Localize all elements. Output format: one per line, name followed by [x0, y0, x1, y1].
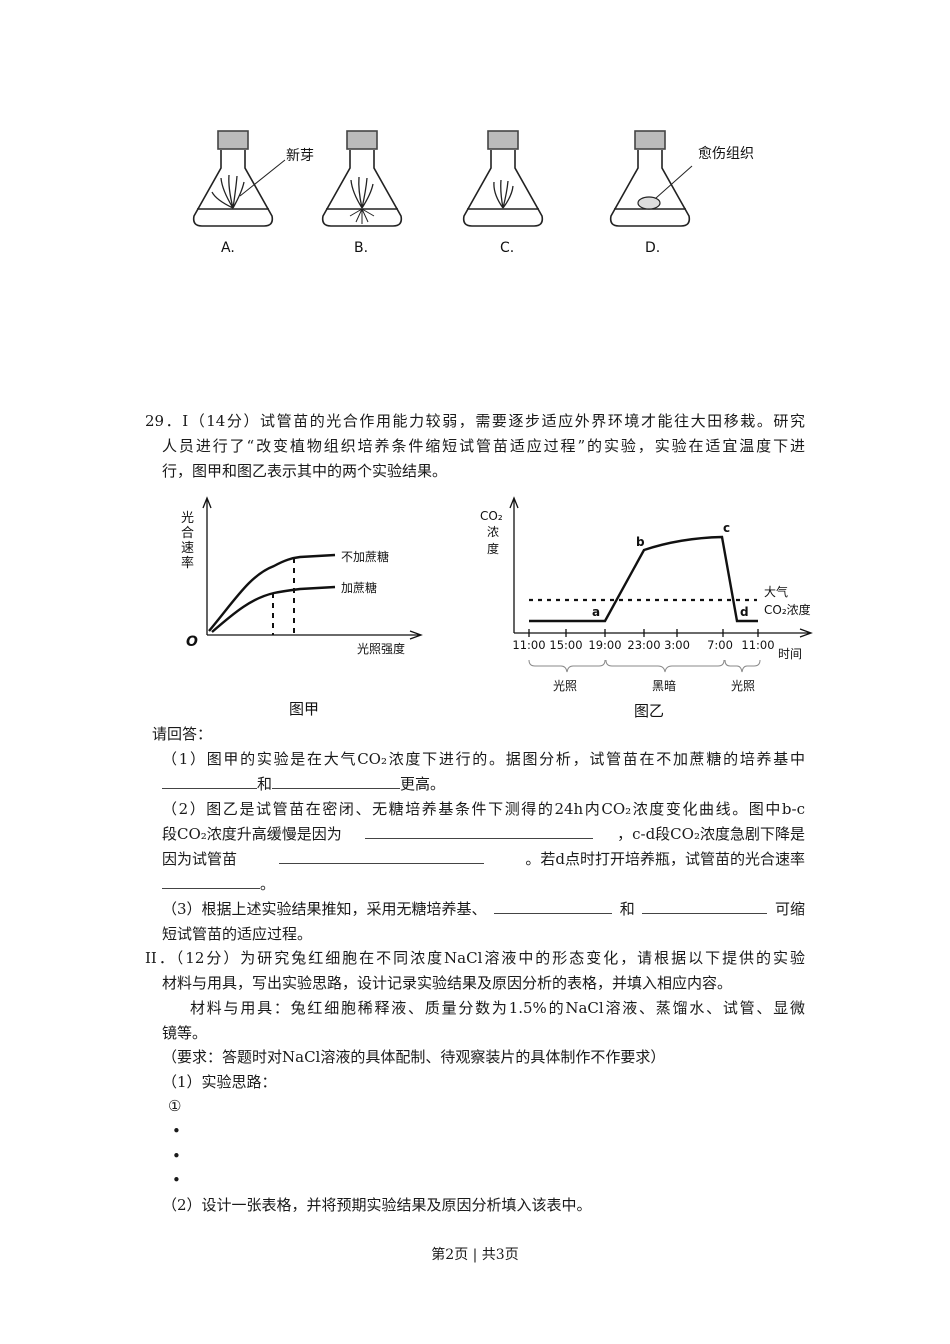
figure-yi: a b c d 大气 CO₂浓度 CO₂ 浓 度 11:00 15:00 19:… — [480, 496, 813, 720]
q29-line-2: 人员进行了“改变植物组织培养条件缩短试管苗适应过程”的实验，实验在适宜温度下进 — [162, 437, 805, 455]
origin-label: O — [186, 634, 198, 650]
answer-blank[interactable] — [494, 898, 613, 914]
tick-label: 19:00 — [588, 638, 621, 652]
figures-jia-yi: 光 合 速 率 O 光照强度 不加蔗糖 加蔗糖 图甲 a b — [181, 496, 813, 720]
text: 。 — [260, 875, 276, 893]
bullet: • — [172, 1122, 181, 1140]
y-label: CO₂ — [480, 509, 503, 523]
curve-no-sucrose — [208, 553, 336, 632]
caption-yi: 图乙 — [634, 702, 664, 720]
caption-jia: 图甲 — [289, 700, 319, 718]
callout-sprout: 新芽 — [286, 148, 314, 164]
tick-label: 7:00 — [707, 638, 733, 652]
q1-line-1: （1）图甲的实验是在大气CO₂浓度下进行的。据图分析，试管苗在不加蔗糖的培养基中 — [162, 750, 805, 768]
point-d: d — [740, 605, 749, 619]
flask-figures: 新芽 愈伤组织 A. B. C. D. — [192, 130, 754, 256]
q3-line-1: （3）根据上述实验结果推知，采用无糖培养基、 和 可缩 — [162, 898, 805, 920]
flask-label-c: C. — [500, 240, 514, 256]
flask-label-d: D. — [645, 240, 660, 256]
period-light: 光照 — [731, 679, 755, 693]
tick-label: 11:00 — [512, 638, 545, 652]
flask-b — [321, 130, 403, 227]
period-braces — [528, 659, 761, 673]
ref-line-label: CO₂浓度 — [764, 602, 811, 617]
answer-blank[interactable] — [272, 773, 401, 789]
text: 。若d点时打开培养瓶，试管苗的光合速率 — [525, 850, 805, 868]
materials-line-2: 镜等。 — [162, 1024, 208, 1042]
flask-label-b: B. — [354, 240, 368, 256]
y-label-char: 光 — [181, 511, 194, 526]
x-axis-label: 时间 — [778, 647, 802, 661]
y-label-char: 速 — [181, 541, 194, 556]
point-a: a — [592, 605, 600, 619]
text: 可缩 — [774, 900, 805, 918]
bullet: • — [172, 1171, 181, 1189]
flask-a — [192, 130, 286, 227]
page-footer: 第2页 | 共3页 — [431, 1247, 519, 1263]
tick-label: 3:00 — [664, 638, 690, 652]
y-label: 浓 — [487, 525, 499, 539]
flask-label-a: A. — [221, 240, 235, 256]
text: 段CO₂浓度升高缓慢是因为 — [162, 825, 342, 843]
step-1: ① — [168, 1097, 182, 1115]
point-c: c — [723, 521, 730, 535]
part2-line-1: II．（12分）为研究兔红细胞在不同浓度NaCl溶液中的形态变化，请根据以下提供… — [145, 949, 805, 967]
q2-line-2: 段CO₂浓度升高缓慢是因为 ，c-d段CO₂浓度急剧下降是 — [162, 823, 805, 845]
materials-line-1: 材料与用具：兔红细胞稀释液、质量分数为1.5%的NaCl溶液、蒸馏水、试管、显微 — [190, 999, 805, 1017]
legend-sucrose: 加蔗糖 — [341, 580, 377, 595]
q2-line-1: （2）图乙是试管苗在密闭、无糖培养基条件下测得的24h内CO₂浓度变化曲线。图中… — [162, 800, 805, 818]
q1-line-2: 和 更高。 — [162, 773, 445, 795]
co2-curve — [529, 535, 758, 623]
answer-blank[interactable] — [162, 773, 257, 789]
callout-callus: 愈伤组织 — [698, 146, 754, 162]
y-label-char: 率 — [181, 555, 194, 571]
text: ，c-d段CO₂浓度急剧下降是 — [617, 825, 805, 843]
requirement: （要求：答题时对NaCl溶液的具体配制、待观察装片的具体制作不作要求） — [162, 1048, 666, 1066]
subq-1: （1）实验思路： — [162, 1073, 277, 1091]
text: 因为试管苗 — [162, 850, 238, 868]
x-axis-label: 光照强度 — [357, 641, 405, 656]
figure-jia: 光 合 速 率 O 光照强度 不加蔗糖 加蔗糖 图甲 — [181, 496, 423, 718]
tick-label: 15:00 — [549, 638, 582, 652]
part2-line-2: 材料与用具，写出实验思路，设计记录实验结果及原因分析的表格，并填入相应内容。 — [162, 974, 733, 992]
tick-label: 23:00 — [627, 638, 660, 652]
period-light: 光照 — [553, 679, 577, 693]
point-b: b — [636, 535, 645, 549]
prompt: 请回答： — [152, 725, 213, 743]
q29-line-1: 29．I（14分）试管苗的光合作用能力较弱，需要逐步适应外界环境才能往大田移栽。… — [145, 412, 805, 430]
q2-line-4: 。 — [162, 873, 275, 895]
tick-label: 11:00 — [741, 638, 774, 652]
answer-blank[interactable] — [162, 873, 260, 889]
text: （3）根据上述实验结果推知，采用无糖培养基、 — [162, 900, 487, 918]
y-label: 度 — [487, 541, 499, 556]
text: 和 — [257, 775, 273, 793]
answer-blank[interactable] — [365, 823, 594, 839]
flask-d — [609, 130, 693, 227]
answer-blank[interactable] — [642, 898, 768, 914]
text: 和 — [619, 900, 635, 918]
flask-c — [462, 130, 544, 227]
ref-line-label: 大气 — [764, 584, 788, 599]
q3-line-2: 短试管苗的适应过程。 — [162, 925, 313, 943]
text: 更高。 — [400, 775, 446, 793]
answer-blank[interactable] — [278, 848, 484, 864]
q29-line-3: 行，图甲和图乙表示其中的两个实验结果。 — [162, 462, 448, 480]
q2-line-3: 因为试管苗 。若d点时打开培养瓶，试管苗的光合速率 — [162, 848, 805, 870]
subq-2: （2）设计一张表格，并将预期实验结果及原因分析填入该表中。 — [162, 1196, 592, 1214]
legend-no-sucrose: 不加蔗糖 — [341, 549, 389, 564]
period-dark: 黑暗 — [652, 678, 676, 693]
y-label-char: 合 — [181, 526, 194, 541]
bullet: • — [172, 1147, 181, 1165]
